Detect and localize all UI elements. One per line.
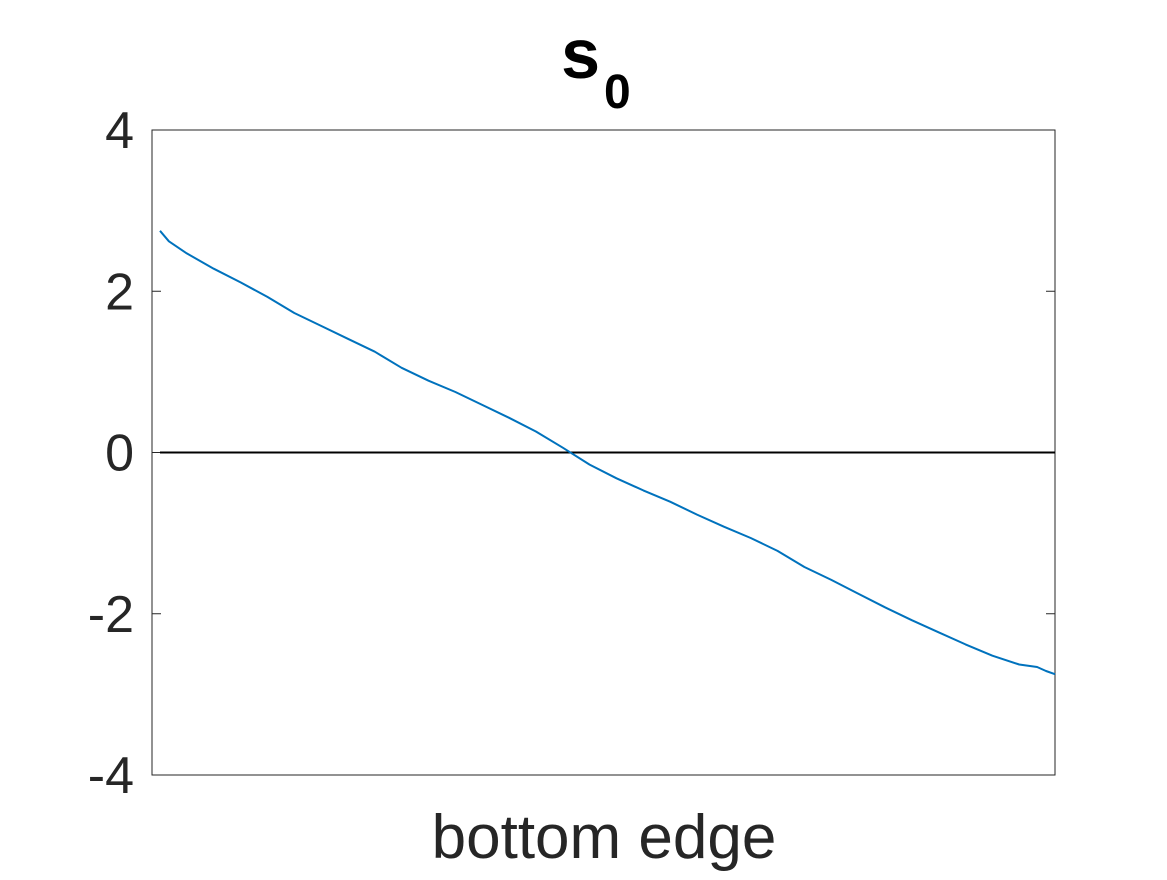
y-tick-label: 4 <box>105 102 134 160</box>
series-line <box>159 230 1056 676</box>
y-tick-label: -2 <box>88 586 134 644</box>
chart-title: s 0 <box>561 15 631 119</box>
chart-title-text: s <box>561 15 600 93</box>
chart-title-subscript: 0 <box>604 66 631 119</box>
x-axis-label: bottom edge <box>432 803 777 872</box>
y-axis-ticks: 4 2 0 -2 -4 <box>88 102 1055 805</box>
y-tick-label: -4 <box>88 747 134 805</box>
y-tick-label: 0 <box>105 425 134 483</box>
series-group <box>159 230 1056 676</box>
y-tick-label: 2 <box>105 263 134 321</box>
